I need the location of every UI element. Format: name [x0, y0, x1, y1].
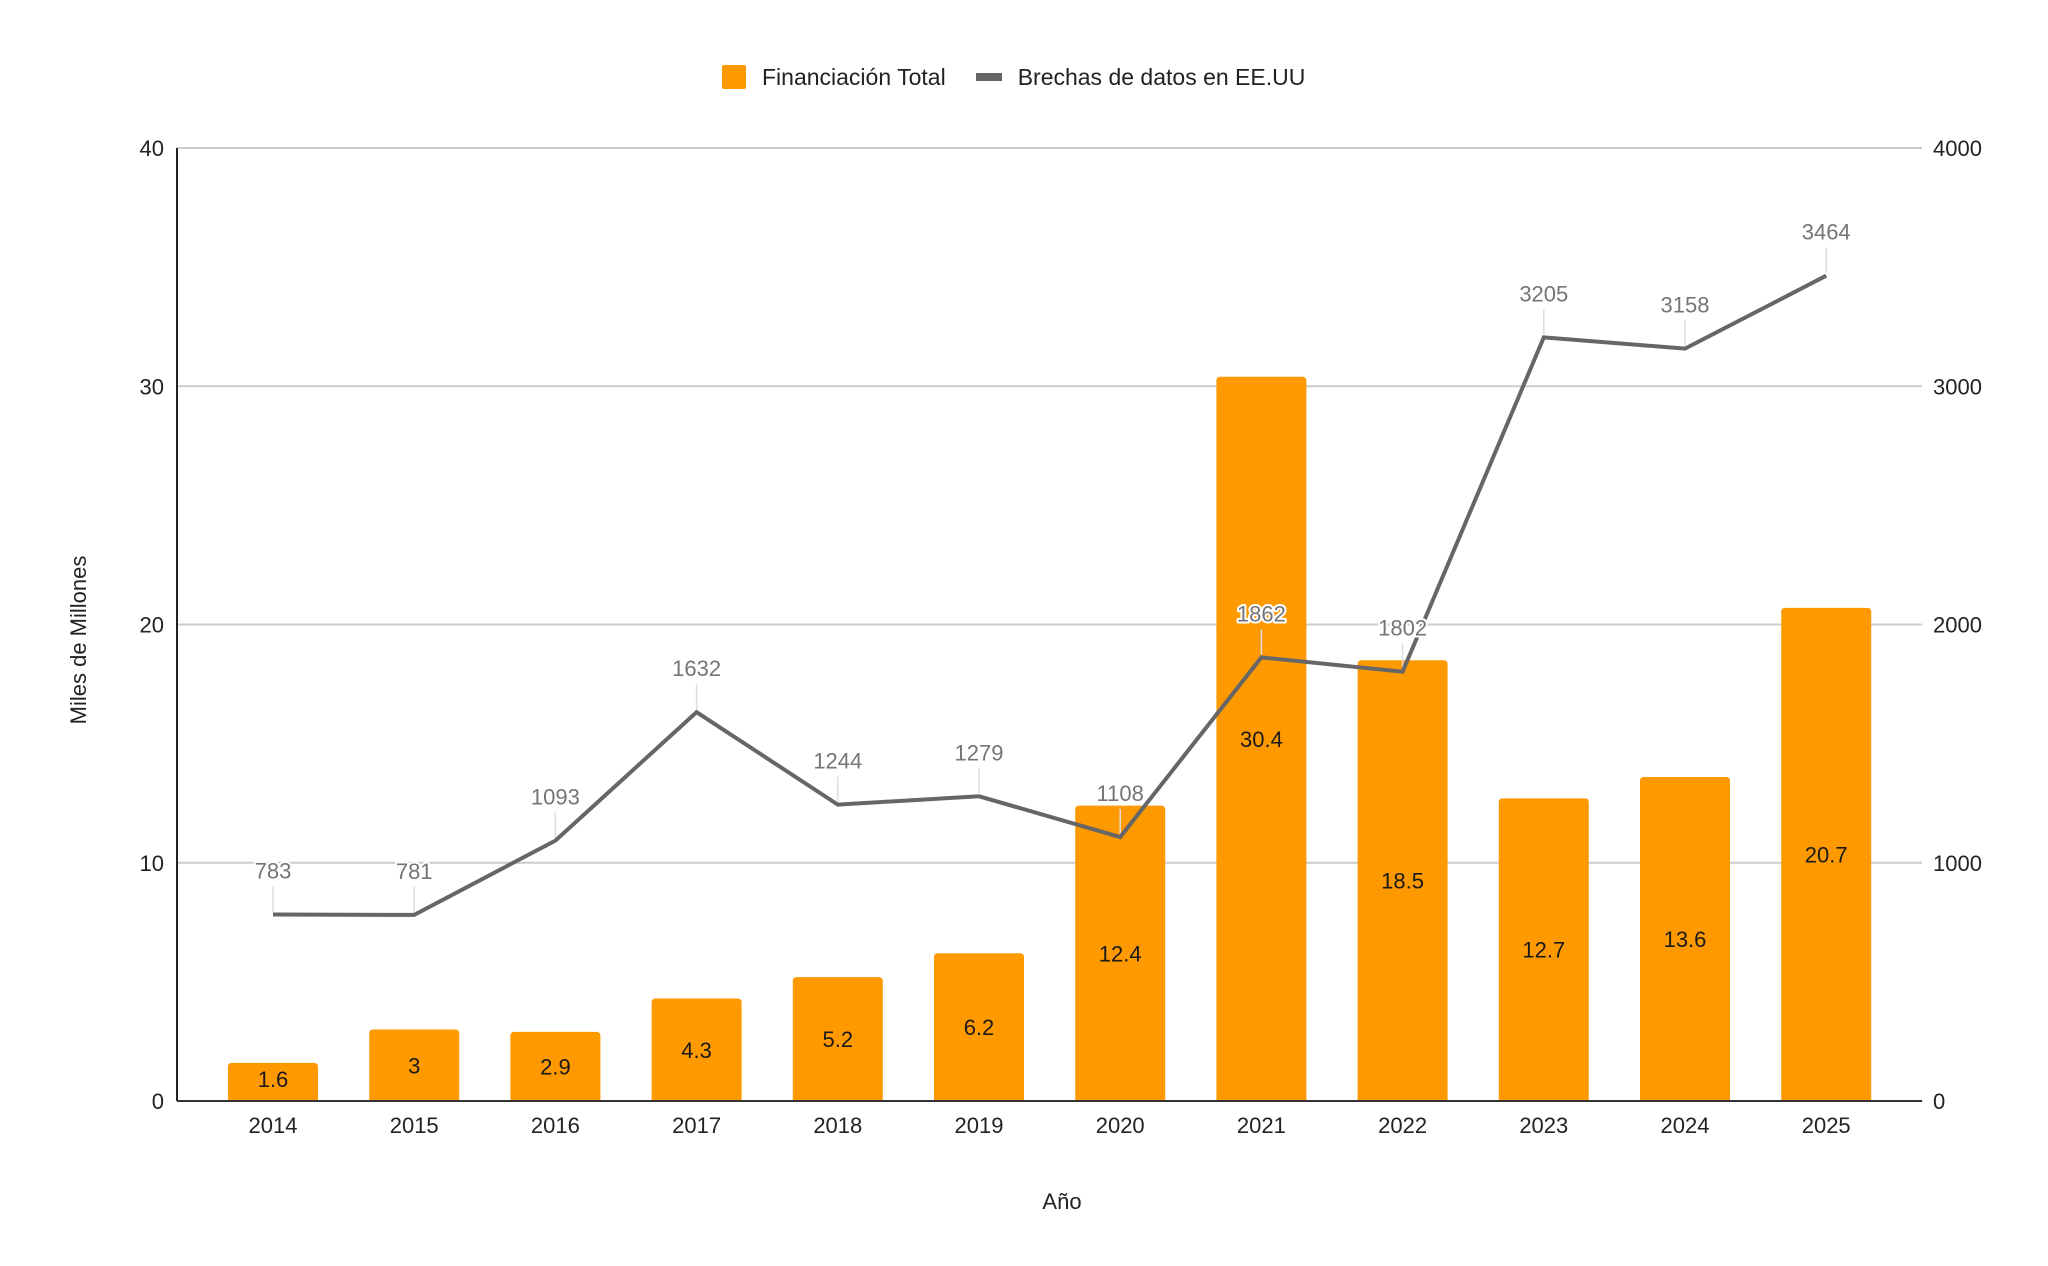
- bar: [651, 998, 742, 1101]
- tick-labels: 0 0 10 1000 20 2000 30 3000 40 4000 2014 2015 2016 20…: [140, 136, 1982, 1138]
- y-tick-label-right: 1000: [1933, 851, 1982, 876]
- legend-swatch-bar-icon: [722, 65, 746, 89]
- line-value-label: 1108: [1097, 781, 1144, 806]
- bar-value-label: 3: [408, 1053, 420, 1078]
- bar-value-label: 1.6: [258, 1067, 289, 1092]
- legend-label-breaches: Brechas de datos en EE.UU: [1017, 63, 1306, 90]
- bar: [1075, 805, 1166, 1101]
- y-tick-label-right: 4000: [1933, 136, 1982, 161]
- gridlines: [177, 147, 1922, 864]
- bar-value-label: 30.4: [1240, 727, 1283, 752]
- x-tick-label: 2018: [813, 1113, 862, 1138]
- bar: [1781, 607, 1872, 1101]
- x-tick-label: 2016: [531, 1113, 580, 1138]
- bar-value-label: 12.7: [1522, 938, 1565, 963]
- x-tick-label: 2015: [390, 1113, 439, 1138]
- bar: [228, 1062, 318, 1101]
- bar: [1216, 376, 1307, 1102]
- y-tick-label-right: 0: [1933, 1089, 1945, 1114]
- bar: [1357, 660, 1448, 1101]
- line-series: [272, 247, 1828, 917]
- x-tick-label: 2025: [1802, 1113, 1851, 1138]
- bar: [1640, 776, 1730, 1101]
- line-path: [272, 273, 1828, 917]
- bar-value-label: 13.6: [1664, 927, 1707, 952]
- line-value-label: 781: [396, 859, 433, 884]
- line-value-label: 3205: [1519, 281, 1568, 306]
- data-labels: 1.6 3 2.9 4.3 5.2 6.2 12.4 30.4 18.5 12.7 13.6 20.7…: [253, 218, 1853, 1092]
- bar-value-label: 4.3: [681, 1038, 712, 1063]
- bar: [934, 953, 1024, 1101]
- legend-item-breaches[interactable]: Brechas de datos en EE.UU: [975, 63, 1306, 91]
- x-tick-label: 2014: [249, 1113, 298, 1138]
- legend: Financiación Total Brechas de datos en E…: [722, 60, 1335, 94]
- bar: [1498, 798, 1589, 1101]
- line-value-label: 1244: [813, 749, 862, 774]
- bar-value-label: 6.2: [964, 1015, 995, 1040]
- x-tick-label: 2020: [1096, 1113, 1145, 1138]
- bar-series: [228, 376, 1872, 1102]
- x-tick-label: 2024: [1661, 1113, 1710, 1138]
- bar-value-label: 20.7: [1805, 842, 1848, 867]
- y-tick-label-left: 20: [140, 613, 164, 638]
- bar: [510, 1031, 601, 1101]
- legend-swatch-line-icon: [975, 73, 1002, 81]
- y-tick-label-left: 30: [140, 374, 164, 399]
- y-tick-label-left: 10: [140, 851, 164, 876]
- x-tick-label: 2021: [1237, 1113, 1286, 1138]
- legend-label-funding: Financiación Total: [762, 63, 946, 90]
- bar-value-label: 5.2: [823, 1027, 854, 1052]
- y-tick-label-left: 40: [140, 136, 164, 161]
- bar-value-label: 2.9: [540, 1054, 571, 1079]
- line-value-label: 1093: [531, 785, 580, 810]
- bar-value-label: 18.5: [1381, 869, 1424, 894]
- line-value-label: 1279: [955, 740, 1004, 765]
- bar: [792, 977, 883, 1101]
- legend-item-funding[interactable]: Financiación Total: [722, 64, 946, 91]
- line-value-label: 1802: [1378, 616, 1427, 641]
- y-tick-label-left: 0: [152, 1089, 164, 1114]
- x-tick-label: 2017: [672, 1113, 721, 1138]
- x-tick-label: 2019: [955, 1113, 1004, 1138]
- bar: [369, 1029, 460, 1101]
- y-tick-label-right: 2000: [1933, 613, 1982, 638]
- line-value-label: 783: [255, 858, 292, 883]
- y-tick-label-right: 3000: [1933, 374, 1982, 399]
- x-tick-label: 2023: [1519, 1113, 1568, 1138]
- line-value-label: 1862: [1237, 601, 1286, 626]
- x-tick-label: 2022: [1378, 1113, 1427, 1138]
- y-axis-title: Miles de Millones: [66, 556, 91, 725]
- axes: [176, 148, 1922, 1102]
- bar-value-label: 12.4: [1099, 941, 1142, 966]
- line-value-label: 3464: [1802, 220, 1851, 245]
- line-value-label: 3158: [1661, 293, 1710, 318]
- x-axis-title: Año: [1042, 1189, 1081, 1214]
- line-value-label: 1632: [672, 656, 721, 681]
